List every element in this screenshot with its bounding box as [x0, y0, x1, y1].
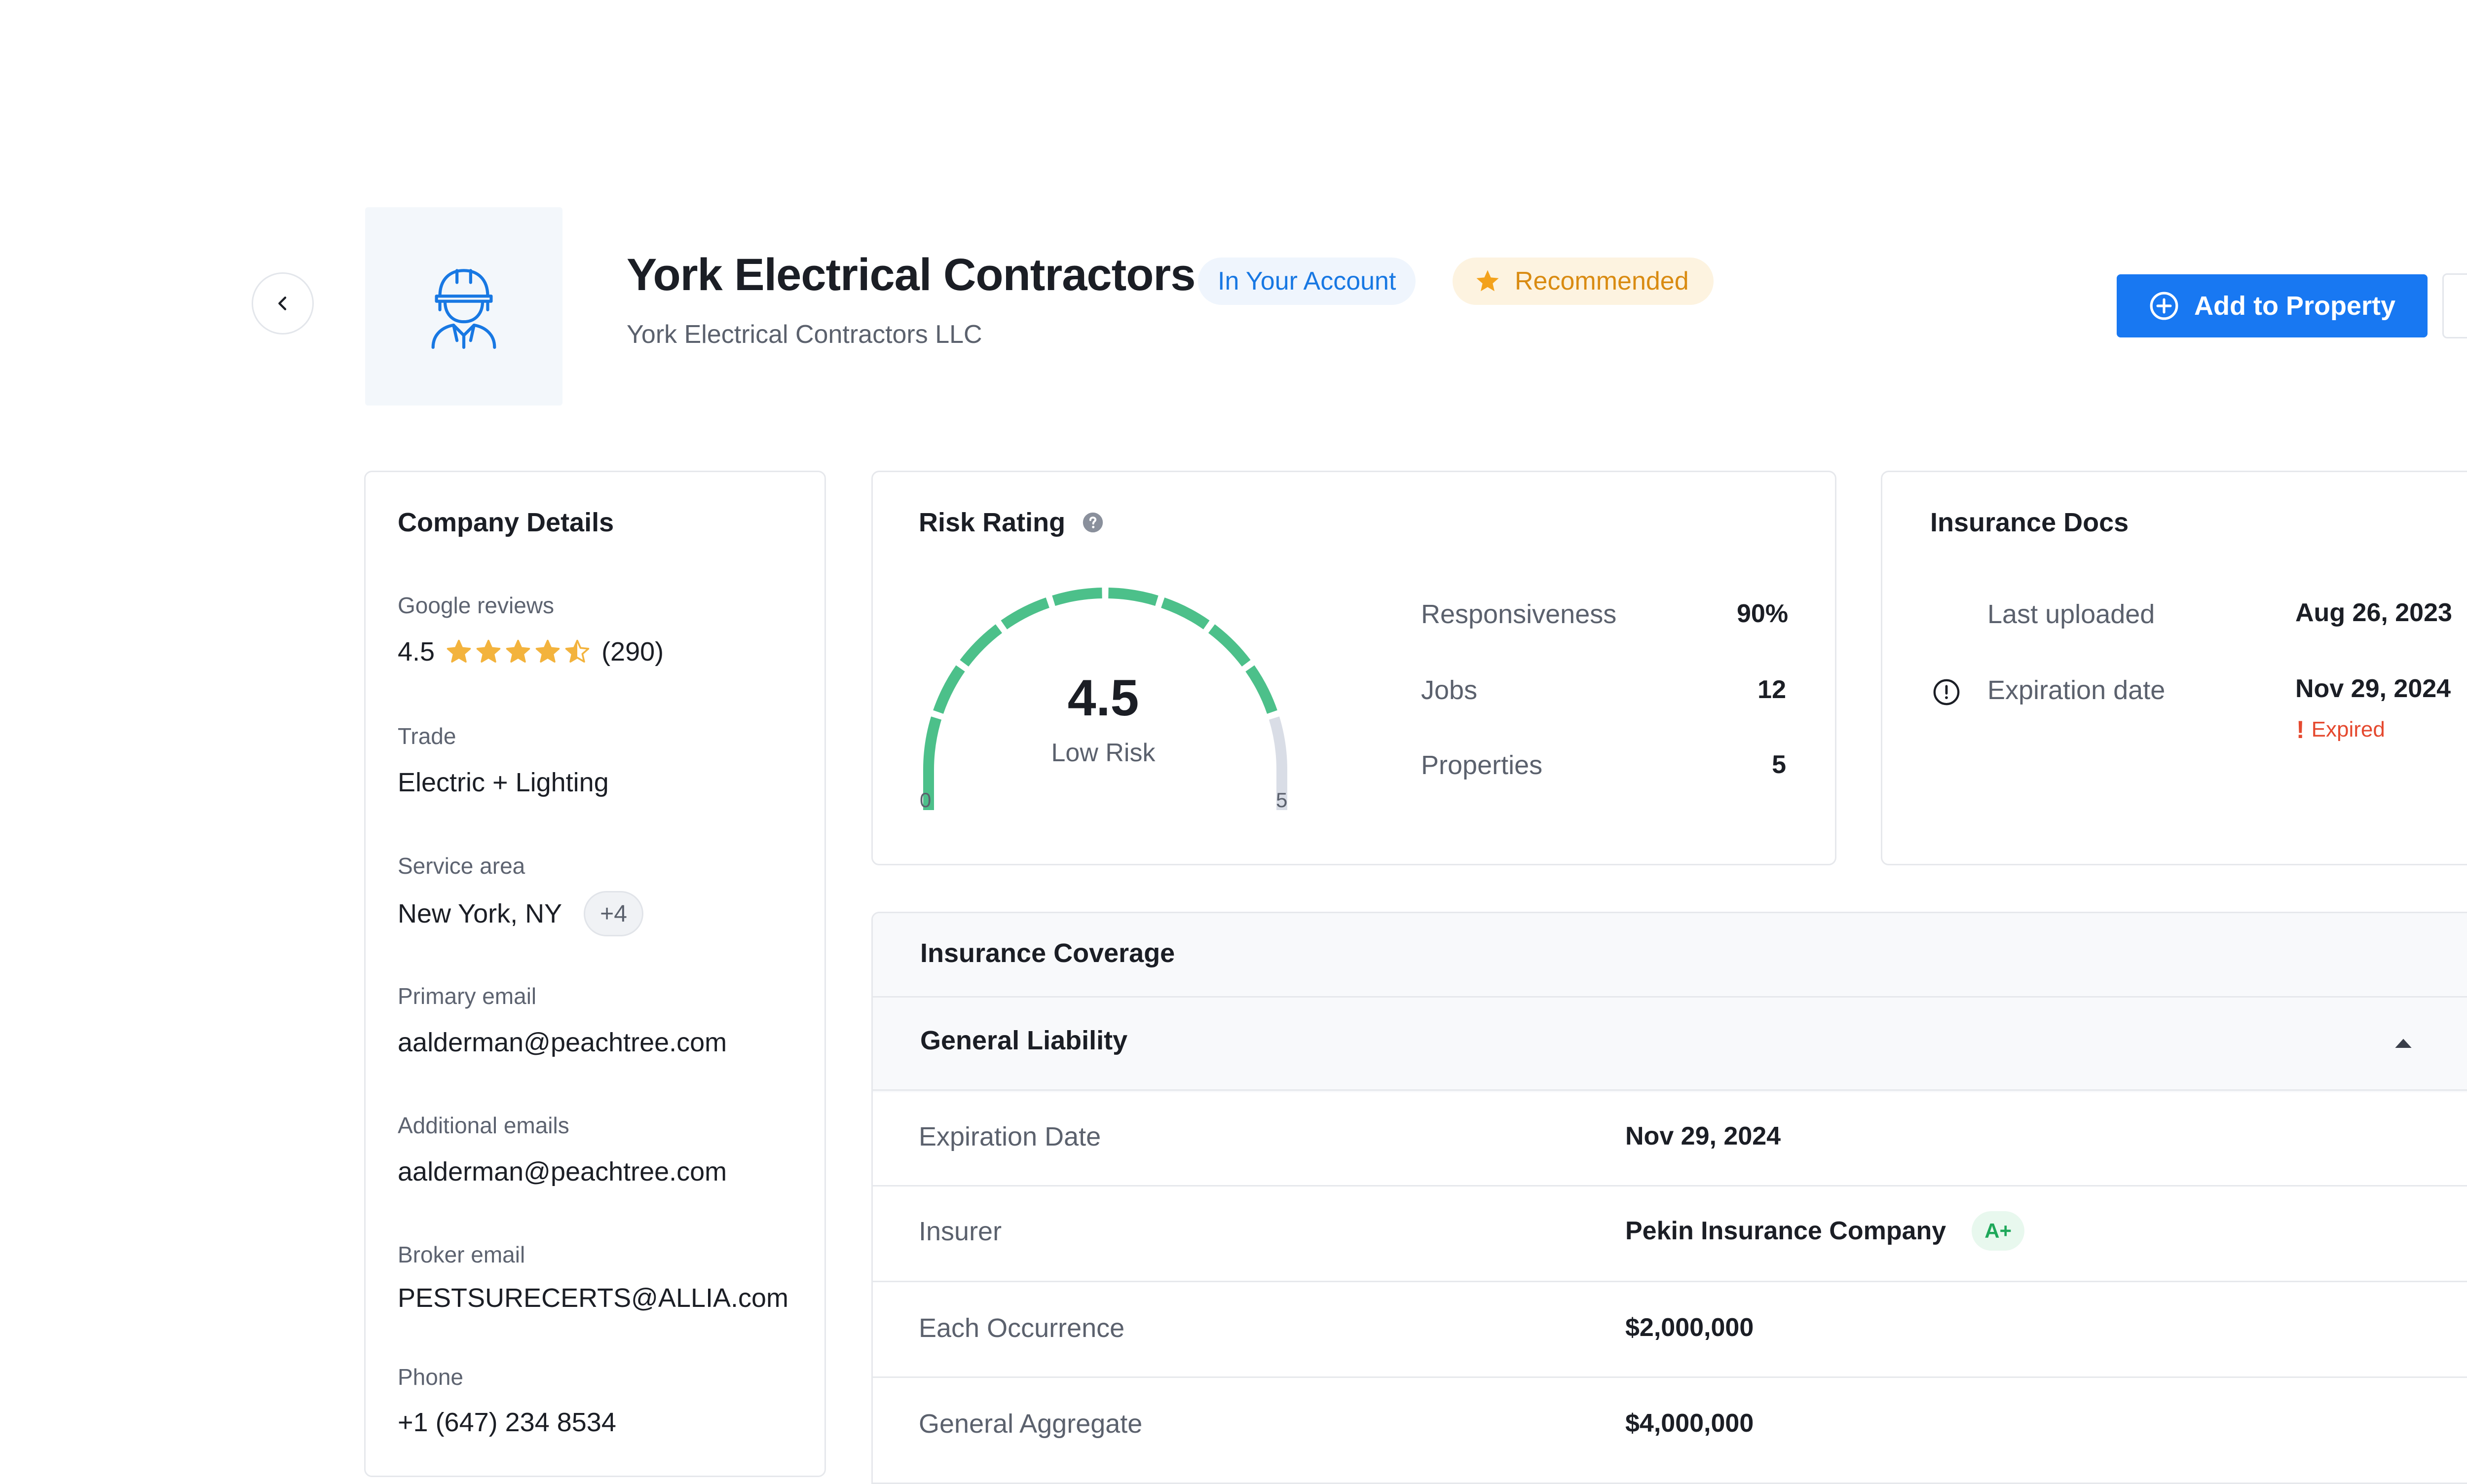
expired-label: Expired	[2311, 717, 2385, 742]
expired-status: ! Expired	[2296, 715, 2385, 744]
coverage-label: Expiration Date	[919, 1122, 1101, 1151]
gauge-segment-filled	[1208, 624, 1251, 667]
gauge-segment-filled	[960, 624, 1003, 667]
gauge-segment-empty	[1269, 716, 1287, 770]
electrician-worker-icon	[431, 269, 496, 349]
alert-circle-icon	[1933, 679, 1960, 705]
additional-emails-label: Additional emails	[398, 1113, 569, 1138]
in-account-badge: In Your Account	[1198, 258, 1416, 305]
last-uploaded-value: Aug 26, 2023	[2295, 598, 2452, 627]
risk-rating-title: Risk Rating	[919, 508, 1066, 537]
rating-stars	[446, 638, 591, 665]
gauge-min-label: 0	[920, 788, 932, 812]
recommended-badge: Recommended	[1453, 258, 1714, 305]
insurance-docs-card	[1881, 471, 2467, 865]
review-count: (290)	[601, 637, 664, 667]
trade-value: Electric + Lighting	[398, 768, 609, 797]
star-icon	[1476, 270, 1499, 292]
caret-up-icon	[2395, 1039, 2412, 1048]
metric-label: Jobs	[1421, 675, 1478, 705]
coverage-value: $2,000,000	[1625, 1313, 1754, 1342]
chevron-left-icon	[278, 297, 287, 310]
company-details-card	[364, 471, 826, 1477]
risk-rating-header: Risk Rating	[919, 507, 1104, 538]
phone-label: Phone	[398, 1364, 464, 1390]
service-area-label: Service area	[398, 853, 525, 879]
risk-gauge	[923, 588, 1287, 810]
metric-label: Responsiveness	[1421, 599, 1617, 629]
coverage-value: Nov 29, 2024	[1625, 1122, 1781, 1150]
insurance-coverage-card: Insurance Coverage General Liability	[871, 912, 2467, 1484]
insurer-value-row: Pekin Insurance Company A+	[1625, 1211, 2025, 1251]
coverage-label: General Aggregate	[919, 1409, 1143, 1439]
star-full-icon	[535, 639, 560, 663]
coverage-header: Insurance Coverage	[873, 913, 2467, 996]
gauge-segment-filled	[1161, 597, 1210, 630]
company-logo	[365, 207, 562, 406]
coverage-row: Insurer Pekin Insurance Company A+	[871, 1185, 2467, 1281]
last-uploaded-label: Last uploaded	[1987, 599, 2155, 629]
company-legal-name: York Electrical Contractors LLC	[627, 320, 982, 349]
coverage-row: Each Occurrence $2,000,000	[871, 1281, 2467, 1376]
more-options-button[interactable]	[2442, 273, 2467, 338]
star-half-icon	[565, 639, 590, 663]
coverage-row: General Aggregate $4,000,000	[871, 1376, 2467, 1466]
plus-circle-icon	[2150, 292, 2178, 320]
page-title: York Electrical Contractors	[627, 250, 1196, 300]
recommended-label: Recommended	[1515, 267, 1689, 296]
expiration-date-value: Nov 29, 2024	[2295, 674, 2451, 703]
metric-label: Properties	[1421, 750, 1543, 780]
rating-value: 4.5	[398, 637, 435, 667]
help-icon[interactable]	[1082, 512, 1104, 533]
insurer-rating-badge: A+	[1972, 1211, 2025, 1251]
primary-email-label: Primary email	[398, 983, 537, 1009]
google-reviews-label: Google reviews	[398, 593, 555, 618]
general-liability-toggle[interactable]: General Liability	[873, 996, 2467, 1092]
gauge-max-label: 5	[1276, 788, 1288, 812]
insurance-coverage-title: Insurance Coverage	[920, 938, 1175, 968]
expiration-date-label: Expiration date	[1987, 675, 2166, 705]
broker-email-label: Broker email	[398, 1242, 525, 1267]
general-liability-title: General Liability	[920, 1026, 1128, 1055]
coverage-label: Each Occurrence	[919, 1313, 1125, 1343]
service-area-value: New York, NY	[398, 899, 562, 928]
google-rating-row: 4.5 (290)	[398, 636, 664, 667]
gauge-segment-filled	[933, 665, 965, 714]
risk-rating-card	[871, 471, 1836, 865]
primary-email-value[interactable]: aalderman@peachtree.com	[398, 1028, 727, 1057]
broker-email-value[interactable]: PESTSURECERTS@ALLIA.com	[398, 1283, 789, 1313]
back-button[interactable]	[252, 272, 314, 334]
trade-label: Trade	[398, 723, 456, 749]
coverage-row: Expiration Date Nov 29, 2024	[871, 1089, 2467, 1185]
star-full-icon	[447, 639, 471, 663]
risk-score: 4.5	[1067, 669, 1139, 727]
metric-value: 90%	[1737, 599, 1789, 628]
phone-value[interactable]: +1 (647) 234 8534	[398, 1408, 616, 1437]
risk-label: Low Risk	[1051, 739, 1156, 767]
metric-value: 12	[1757, 675, 1786, 704]
coverage-value: $4,000,000	[1625, 1409, 1754, 1438]
additional-email-value[interactable]: aalderman@peachtree.com	[398, 1157, 727, 1187]
coverage-label: Insurer	[919, 1217, 1002, 1246]
metric-value: 5	[1772, 750, 1786, 779]
service-area-more-chip[interactable]: +4	[584, 891, 643, 936]
insurance-docs-title: Insurance Docs	[1930, 508, 2129, 537]
gauge-segment-filled	[1001, 597, 1049, 630]
star-full-icon	[506, 639, 530, 663]
gauge-segment-filled	[1108, 588, 1159, 606]
company-details-title: Company Details	[398, 508, 614, 537]
gauge-segment-filled	[923, 716, 942, 770]
add-to-property-button[interactable]: Add to Property	[2117, 274, 2428, 337]
add-to-property-label: Add to Property	[2194, 291, 2395, 321]
gauge-segment-filled	[1245, 665, 1277, 714]
star-full-icon	[476, 639, 501, 663]
gauge-segment-filled	[1052, 588, 1102, 606]
exclamation-icon: !	[2296, 716, 2305, 743]
coverage-value: Pekin Insurance Company	[1625, 1217, 1946, 1245]
service-area-row: New York, NY +4	[398, 891, 643, 936]
